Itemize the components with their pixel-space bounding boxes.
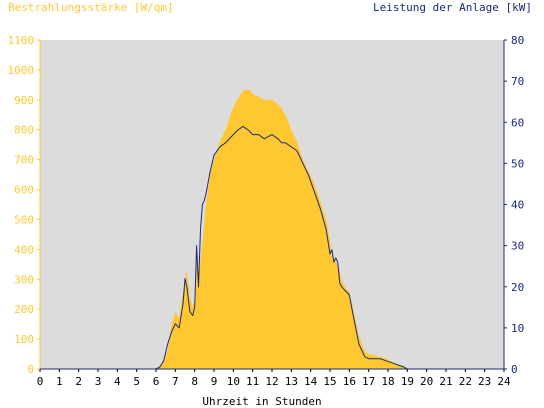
right-tick-label: 70	[511, 75, 524, 88]
right-tick-label: 20	[511, 281, 524, 294]
right-tick-label: 50	[511, 157, 524, 170]
x-tick-label: 22	[459, 375, 472, 388]
left-axis-ticks: 0 100 200 300 400 500 600 700 800 900 1000 1100	[8, 34, 40, 376]
left-tick-label: 300	[14, 273, 34, 286]
left-tick-label: 200	[14, 303, 34, 316]
x-tick-label: 1	[56, 375, 63, 388]
left-tick-label: 900	[14, 94, 34, 107]
x-tick-label: 15	[323, 375, 336, 388]
x-tick-label: 8	[191, 375, 198, 388]
x-axis-ticks: 0 1 2 3 4 5 6 7 8 9 10 11 12 13 14 15 16 17 18 19 20 21 22 23 24	[37, 369, 511, 388]
left-tick-label: 800	[14, 124, 34, 137]
x-tick-label: 11	[246, 375, 259, 388]
series-layer	[40, 89, 504, 370]
left-tick-label: 600	[14, 184, 34, 197]
right-tick-label: 0	[511, 363, 518, 376]
x-tick-label: 0	[37, 375, 44, 388]
irradiance-area	[40, 89, 504, 370]
x-tick-label: 13	[285, 375, 298, 388]
x-tick-label: 9	[211, 375, 218, 388]
left-tick-label: 700	[14, 154, 34, 167]
x-tick-label: 7	[172, 375, 179, 388]
left-tick-label: 0	[27, 363, 34, 376]
right-tick-label: 30	[511, 240, 524, 253]
x-tick-label: 16	[343, 375, 356, 388]
left-tick-label: 1000	[8, 64, 35, 77]
power-line	[40, 125, 504, 370]
left-axis-title: Bestrahlungsstärke [W/qm]	[8, 1, 174, 14]
right-axis-title: Leistung der Anlage [kW]	[373, 1, 532, 14]
left-tick-label: 500	[14, 213, 34, 226]
left-tick-label: 400	[14, 243, 34, 256]
x-tick-label: 23	[478, 375, 491, 388]
x-tick-label: 10	[227, 375, 240, 388]
x-tick-label: 12	[265, 375, 278, 388]
right-axis-ticks: 0 10 20 30 40 50 60 70 80	[504, 34, 524, 376]
right-tick-label: 80	[511, 34, 524, 47]
x-tick-label: 18	[381, 375, 394, 388]
left-tick-label: 1100	[8, 34, 35, 47]
left-tick-label: 100	[14, 333, 34, 346]
right-tick-label: 60	[511, 116, 524, 129]
x-tick-label: 20	[420, 375, 433, 388]
x-tick-label: 3	[95, 375, 102, 388]
x-tick-label: 19	[401, 375, 414, 388]
right-tick-label: 40	[511, 199, 524, 212]
x-tick-label: 17	[362, 375, 375, 388]
x-tick-label: 6	[153, 375, 160, 388]
right-tick-label: 10	[511, 322, 524, 335]
x-tick-label: 14	[304, 375, 318, 388]
x-tick-label: 4	[114, 375, 121, 388]
x-axis-title: Uhrzeit in Stunden	[202, 395, 321, 408]
x-tick-label: 5	[133, 375, 140, 388]
x-tick-label: 24	[497, 375, 511, 388]
x-tick-label: 2	[75, 375, 82, 388]
x-tick-label: 21	[439, 375, 452, 388]
